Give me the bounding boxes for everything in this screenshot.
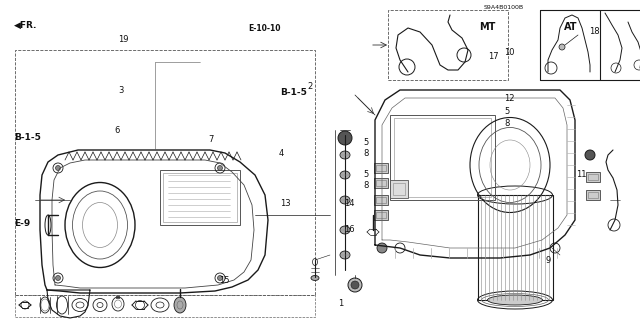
Text: 17: 17 [488, 52, 499, 61]
Bar [376, 197, 386, 203]
Text: 8: 8 [364, 181, 369, 189]
Circle shape [585, 150, 595, 160]
Bar [374, 210, 388, 220]
Text: 7: 7 [208, 135, 213, 144]
Ellipse shape [340, 151, 350, 159]
Bar [374, 195, 388, 205]
Circle shape [56, 166, 61, 170]
Text: 19: 19 [118, 35, 129, 44]
Bar [586, 172, 600, 182]
Text: 16: 16 [344, 225, 355, 234]
Ellipse shape [174, 297, 186, 313]
Text: 1: 1 [338, 299, 343, 308]
Text: 5: 5 [364, 138, 369, 147]
Text: MT: MT [479, 22, 496, 32]
Text: 5: 5 [364, 170, 369, 179]
Bar [393, 183, 405, 195]
Text: 13: 13 [280, 199, 291, 208]
Text: E-10-10: E-10-10 [248, 24, 281, 33]
Text: 5: 5 [504, 107, 509, 115]
Bar [160, 170, 240, 225]
Text: 10: 10 [504, 48, 515, 57]
Text: 2: 2 [307, 82, 312, 91]
Circle shape [218, 276, 223, 280]
Text: ◀FR.: ◀FR. [14, 21, 38, 30]
Bar [588, 192, 598, 198]
Circle shape [377, 243, 387, 253]
Text: E-9: E-9 [14, 219, 30, 228]
Bar [15, 50, 315, 295]
Circle shape [56, 276, 61, 280]
Text: 8: 8 [364, 149, 369, 158]
Bar [588, 174, 598, 180]
Bar [394, 118, 491, 197]
Bar [478, 195, 553, 300]
Bar [163, 173, 237, 222]
Bar [586, 190, 600, 200]
Text: S9A4B0100B: S9A4B0100B [483, 5, 524, 11]
Text: 9: 9 [545, 256, 550, 265]
Text: 15: 15 [219, 276, 229, 285]
Bar [376, 180, 386, 186]
Bar [390, 180, 408, 198]
Text: 6: 6 [114, 126, 119, 135]
Text: 12: 12 [504, 94, 515, 103]
Bar [15, 295, 315, 317]
Text: 14: 14 [344, 199, 355, 208]
Text: B-1-5: B-1-5 [280, 88, 307, 97]
Ellipse shape [488, 295, 543, 305]
Ellipse shape [340, 171, 350, 179]
Text: 11: 11 [576, 170, 586, 179]
Circle shape [338, 131, 352, 145]
Circle shape [218, 166, 223, 170]
Bar [376, 165, 386, 171]
Bar [376, 212, 386, 218]
Bar [388, 10, 508, 80]
Circle shape [348, 278, 362, 292]
Text: 3: 3 [118, 86, 124, 95]
Bar [374, 178, 388, 188]
Text: 4: 4 [278, 149, 284, 158]
Bar [374, 163, 388, 173]
Text: 8: 8 [504, 119, 509, 128]
Text: B-1-5: B-1-5 [14, 133, 41, 142]
Text: AT: AT [564, 22, 578, 32]
Text: 18: 18 [589, 27, 600, 36]
Ellipse shape [340, 226, 350, 234]
Ellipse shape [340, 196, 350, 204]
Ellipse shape [559, 44, 565, 50]
Circle shape [351, 281, 359, 289]
Ellipse shape [311, 276, 319, 280]
Bar [390, 115, 495, 200]
Ellipse shape [340, 251, 350, 259]
